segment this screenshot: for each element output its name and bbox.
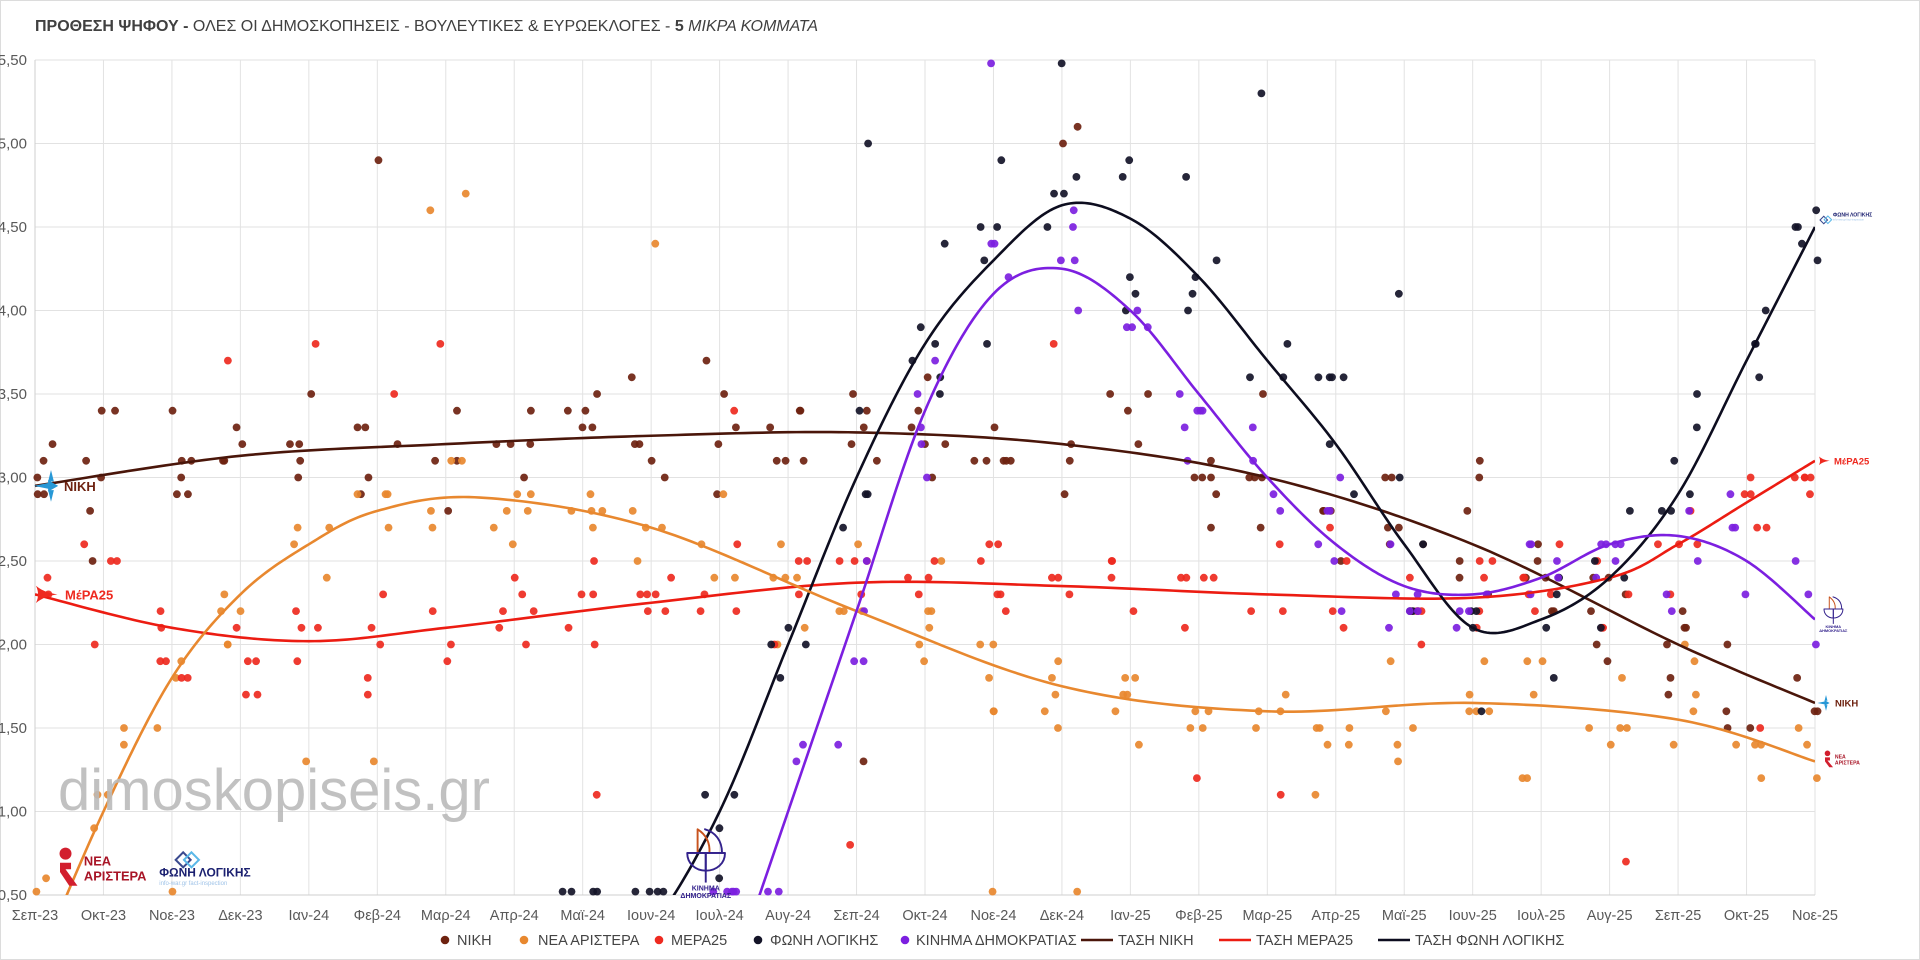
svg-text:info-war.gr fact-inspection: info-war.gr fact-inspection — [159, 881, 227, 887]
svg-text:info-war.gr fact-inspection: info-war.gr fact-inspection — [1833, 217, 1864, 221]
svg-text:Οκτ-25: Οκτ-25 — [1724, 908, 1769, 924]
svg-text:ΑΡΙΣΤΕΡΑ: ΑΡΙΣΤΕΡΑ — [1835, 761, 1860, 767]
svg-text:ΝΕΑ ΑΡΙΣΤΕΡΑ: ΝΕΑ ΑΡΙΣΤΕΡΑ — [538, 933, 640, 949]
svg-text:ΝΙΚΗ: ΝΙΚΗ — [1835, 698, 1858, 709]
svg-text:Ιουλ-25: Ιουλ-25 — [1517, 908, 1565, 924]
svg-text:ΝΕΑ: ΝΕΑ — [84, 854, 111, 869]
svg-text:ΦΩΝΗ ΛΟΓΙΚΗΣ: ΦΩΝΗ ΛΟΓΙΚΗΣ — [770, 933, 878, 949]
svg-text:ΑΡΙΣΤΕΡΑ: ΑΡΙΣΤΕΡΑ — [84, 868, 147, 883]
svg-text:2,00: 2,00 — [0, 637, 27, 654]
svg-text:Νοε-25: Νοε-25 — [1792, 908, 1838, 924]
svg-text:4,00: 4,00 — [0, 303, 27, 320]
svg-text:Δεκ-23: Δεκ-23 — [218, 908, 262, 924]
svg-text:ΤΑΣΗ ΜΕΡΑ25: ΤΑΣΗ ΜΕΡΑ25 — [1256, 933, 1353, 949]
svg-text:3,50: 3,50 — [0, 386, 27, 403]
svg-text:1,00: 1,00 — [0, 804, 27, 821]
svg-text:ΤΑΣΗ ΦΩΝΗ ΛΟΓΙΚΗΣ: ΤΑΣΗ ΦΩΝΗ ΛΟΓΙΚΗΣ — [1415, 933, 1564, 949]
svg-text:Αυγ-25: Αυγ-25 — [1587, 908, 1633, 924]
svg-text:Μαϊ-25: Μαϊ-25 — [1382, 908, 1427, 924]
svg-text:ΦΩΝΗ ΛΟΓΙΚΗΣ: ΦΩΝΗ ΛΟΓΙΚΗΣ — [159, 866, 250, 880]
svg-text:ΜέΡΑ25: ΜέΡΑ25 — [1834, 456, 1870, 467]
svg-text:ΜΕΡΑ25: ΜΕΡΑ25 — [671, 933, 727, 949]
svg-text:Ιουλ-24: Ιουλ-24 — [695, 908, 743, 924]
svg-text:Νοε-23: Νοε-23 — [149, 908, 195, 924]
svg-text:3,00: 3,00 — [0, 470, 27, 487]
svg-text:2,50: 2,50 — [0, 553, 27, 570]
svg-text:Απρ-25: Απρ-25 — [1311, 908, 1360, 924]
svg-text:Σεπ-23: Σεπ-23 — [12, 908, 58, 924]
svg-text:ΝΕΑ: ΝΕΑ — [1835, 754, 1846, 760]
svg-text:ΠΡΟΘΕΣΗ ΨΗΦΟΥ - ΟΛΕΣ ΟΙ ΔΗΜΟΣΚ: ΠΡΟΘΕΣΗ ΨΗΦΟΥ - ΟΛΕΣ ΟΙ ΔΗΜΟΣΚΟΠΗΣΕΙΣ - … — [35, 18, 818, 35]
svg-text:Μαρ-25: Μαρ-25 — [1242, 908, 1292, 924]
svg-text:Φεβ-25: Φεβ-25 — [1175, 908, 1222, 924]
svg-text:Οκτ-24: Οκτ-24 — [902, 908, 947, 924]
svg-text:Οκτ-23: Οκτ-23 — [81, 908, 126, 924]
svg-text:5,00: 5,00 — [0, 136, 27, 153]
svg-text:0,50: 0,50 — [0, 887, 27, 904]
svg-text:Σεπ-25: Σεπ-25 — [1655, 908, 1701, 924]
svg-text:ΝΙΚΗ: ΝΙΚΗ — [457, 933, 492, 949]
svg-text:Φεβ-24: Φεβ-24 — [354, 908, 401, 924]
svg-text:ΦΩΝΗ ΛΟΓΙΚΗΣ: ΦΩΝΗ ΛΟΓΙΚΗΣ — [1833, 213, 1872, 219]
svg-text:ΚΙΝΗΜΑ: ΚΙΝΗΜΑ — [692, 886, 720, 893]
svg-text:Δεκ-24: Δεκ-24 — [1040, 908, 1084, 924]
svg-text:Ιαν-24: Ιαν-24 — [289, 908, 330, 924]
svg-text:ΚΙΝΗΜΑ ΔΗΜΟΚΡΑΤΙΑΣ: ΚΙΝΗΜΑ ΔΗΜΟΚΡΑΤΙΑΣ — [916, 933, 1077, 949]
svg-text:ΜέΡΑ25: ΜέΡΑ25 — [65, 587, 113, 602]
svg-text:dimoskopiseis.gr: dimoskopiseis.gr — [58, 758, 490, 823]
svg-text:1,50: 1,50 — [0, 720, 27, 737]
svg-text:Σεπ-24: Σεπ-24 — [833, 908, 879, 924]
svg-text:ΔΗΜΟΚΡΑΤΙΑΣ: ΔΗΜΟΚΡΑΤΙΑΣ — [680, 893, 731, 900]
svg-text:Μαρ-24: Μαρ-24 — [421, 908, 471, 924]
svg-text:ΤΑΣΗ ΝΙΚΗ: ΤΑΣΗ ΝΙΚΗ — [1118, 933, 1194, 949]
svg-text:Αυγ-24: Αυγ-24 — [765, 908, 811, 924]
svg-text:Ιουν-25: Ιουν-25 — [1449, 908, 1497, 924]
svg-text:4,50: 4,50 — [0, 219, 27, 236]
svg-text:Απρ-24: Απρ-24 — [490, 908, 539, 924]
svg-text:Νοε-24: Νοε-24 — [970, 908, 1016, 924]
svg-text:Μαϊ-24: Μαϊ-24 — [560, 908, 605, 924]
svg-text:Ιουν-24: Ιουν-24 — [627, 908, 675, 924]
svg-text:ΔΗΜΟΚΡΑΤΙΑΣ: ΔΗΜΟΚΡΑΤΙΑΣ — [1819, 628, 1848, 633]
svg-text:5,50: 5,50 — [0, 52, 27, 69]
svg-text:Ιαν-25: Ιαν-25 — [1110, 908, 1151, 924]
svg-text:ΝΙΚΗ: ΝΙΚΗ — [64, 479, 96, 494]
